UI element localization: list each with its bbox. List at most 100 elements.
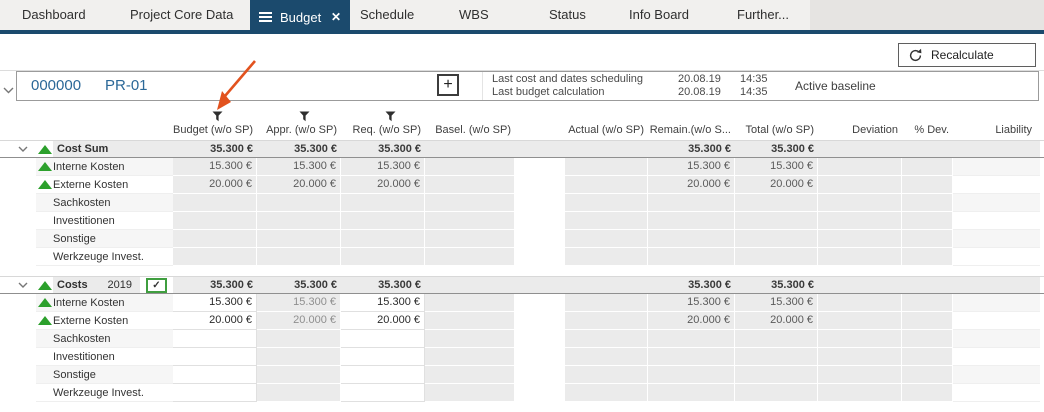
cell-baseline — [425, 366, 515, 384]
cell-deviation — [818, 248, 902, 266]
cell-total — [735, 384, 818, 402]
cell-deviation — [818, 294, 902, 312]
cell-requested: 20.000 € — [341, 176, 425, 194]
cell-remaining — [648, 348, 735, 366]
cell-remaining: 15.300 € — [648, 294, 735, 312]
tab-dashboard[interactable]: Dashboard — [22, 7, 86, 22]
row-label: Investitionen — [53, 214, 115, 227]
cell-remaining — [648, 384, 735, 402]
active-tab-underline — [0, 30, 1044, 34]
cell-remaining — [648, 212, 735, 230]
cell-deviation — [818, 312, 902, 330]
cell-budget-editable[interactable] — [173, 348, 257, 366]
up-indicator-icon — [37, 144, 52, 154]
cell-total-total: 35.300 € — [735, 277, 818, 293]
cell-actual — [565, 248, 648, 266]
cell-total — [735, 212, 818, 230]
cell-budget-editable[interactable] — [173, 366, 257, 384]
cell-baseline — [425, 248, 515, 266]
cell-liability — [953, 348, 1040, 366]
active-baseline-label: Active baseline — [795, 79, 876, 93]
cell-deviation — [818, 194, 902, 212]
cell-percent-deviation — [902, 176, 953, 194]
cell-requested-editable[interactable] — [341, 330, 425, 348]
cell-total — [735, 230, 818, 248]
up-indicator-icon — [37, 298, 52, 307]
filter-icon[interactable] — [212, 109, 223, 127]
cell-remaining — [648, 194, 735, 212]
cell-requested-editable[interactable]: 20.000 € — [341, 312, 425, 330]
table-row: Sachkosten — [0, 330, 1044, 348]
cell-liability — [953, 230, 1040, 248]
close-icon[interactable]: ✕ — [330, 10, 341, 24]
cell-requested-editable[interactable]: 15.300 € — [341, 294, 425, 312]
cell-requested-editable[interactable] — [341, 348, 425, 366]
cell-requested-total: 35.300 € — [341, 141, 425, 157]
cell-budget — [173, 212, 257, 230]
table-row: Investitionen — [0, 348, 1044, 366]
tab-status[interactable]: Status — [549, 7, 586, 22]
cell-remaining — [648, 230, 735, 248]
tab-budget[interactable]: Budget ✕ — [250, 0, 350, 34]
row-label: Werkzeuge Invest. — [53, 250, 144, 263]
project-collapse-chevron-icon[interactable] — [3, 81, 14, 99]
project-header-row[interactable]: 000000 PR-01 + Last cost and dates sched… — [16, 71, 1039, 101]
cell-requested-editable[interactable] — [341, 366, 425, 384]
cell-liability — [953, 366, 1040, 384]
cell-baseline — [425, 330, 515, 348]
row-label: Externe Kosten — [53, 178, 129, 191]
tab-info-board[interactable]: Info Board — [629, 7, 689, 22]
tab-wbs[interactable]: WBS — [459, 7, 489, 22]
menu-icon[interactable] — [259, 12, 272, 22]
row-label: Sachkosten — [53, 332, 111, 345]
table-row: Werkzeuge Invest. — [0, 384, 1044, 402]
table-row: Sonstige — [0, 366, 1044, 384]
budget-table: Budget (w/o SP) Appr. (w/o SP) Req. (w/o… — [0, 121, 1044, 402]
cell-percent-deviation — [902, 312, 953, 330]
group-row-cost-sum: Cost Sum 35.300 € 35.300 € 35.300 € 35.3… — [0, 140, 1044, 158]
column-header: Total (w/o SP) — [745, 124, 814, 136]
cell-deviation — [818, 330, 902, 348]
recalculate-button[interactable]: Recalculate — [898, 43, 1036, 67]
filter-icon[interactable] — [385, 109, 396, 127]
filter-icon[interactable] — [299, 109, 310, 127]
tab-further[interactable]: Further... — [737, 7, 790, 22]
cell-budget — [173, 194, 257, 212]
chevron-down-icon[interactable] — [18, 146, 28, 152]
up-indicator-icon — [37, 316, 52, 325]
cell-approved — [257, 212, 341, 230]
column-header: Deviation — [852, 124, 898, 136]
chevron-down-icon[interactable] — [18, 282, 28, 288]
cell-budget-editable[interactable] — [173, 384, 257, 402]
check-icon: ✓ — [152, 279, 161, 291]
cell-budget — [173, 248, 257, 266]
cell-budget-editable[interactable] — [173, 330, 257, 348]
tab-schedule[interactable]: Schedule — [360, 7, 415, 22]
row-label: Investitionen — [53, 350, 115, 363]
cell-requested — [341, 230, 425, 248]
tab-budget-label: Budget — [280, 9, 322, 25]
cell-deviation — [818, 348, 902, 366]
cell-approved — [257, 194, 341, 212]
up-indicator-icon — [37, 162, 52, 171]
cell-requested-editable[interactable] — [341, 384, 425, 402]
cell-budget-editable[interactable]: 20.000 € — [173, 312, 257, 330]
table-row: Externe Kosten 20.000 € 20.000 € 20.000 … — [0, 312, 1044, 330]
group-row-costs-2019: Costs 2019 ✓ 35.300 € 35.300 € 35.300 € … — [0, 276, 1044, 294]
cell-approved — [257, 348, 341, 366]
tab-project-core-data[interactable]: Project Core Data — [130, 7, 234, 22]
cell-approved: 15.300 € — [257, 294, 341, 312]
refresh-icon — [909, 48, 922, 61]
cell-budget-total: 35.300 € — [173, 277, 257, 293]
add-button[interactable]: + — [437, 74, 459, 96]
costs-2019-checkbox[interactable]: ✓ — [146, 277, 167, 293]
cell-percent-deviation — [902, 230, 953, 248]
cell-budget-editable[interactable]: 15.300 € — [173, 294, 257, 312]
cell-liability — [953, 176, 1040, 194]
info-time: 14:35 — [740, 86, 768, 98]
cell-approved: 20.000 € — [257, 312, 341, 330]
cell-actual — [565, 330, 648, 348]
cell-baseline — [425, 230, 515, 248]
cell-percent-deviation — [902, 294, 953, 312]
cell-total — [735, 248, 818, 266]
